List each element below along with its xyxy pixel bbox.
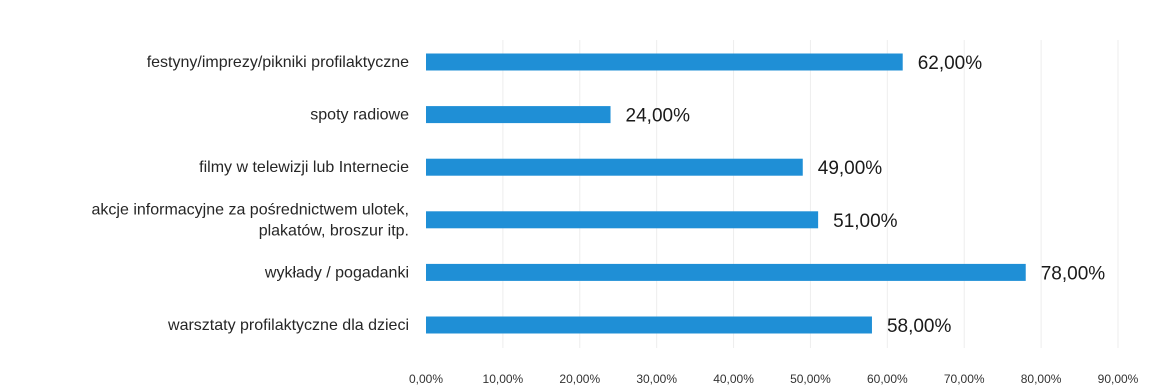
bar <box>426 106 611 124</box>
data-label: 51,00% <box>833 211 898 232</box>
bar <box>426 53 903 71</box>
x-tick-label: 0,00% <box>409 372 443 386</box>
gridlines <box>502 40 1119 348</box>
category-label: akcje informacyjne za pośrednictwem ulot… <box>92 201 409 218</box>
x-tick-label: 30,00% <box>636 372 677 386</box>
x-tick-label: 20,00% <box>559 372 600 386</box>
category-label: plakatów, broszur itp. <box>259 222 409 239</box>
x-tick-label: 50,00% <box>790 372 831 386</box>
data-label: 49,00% <box>818 158 883 179</box>
bar <box>426 263 1026 281</box>
bar <box>426 211 819 229</box>
data-label: 58,00% <box>887 316 952 337</box>
x-axis-tick-labels: 0,00% 10,00% 20,00% 30,00% 40,00% 50,00% 60,00… <box>409 372 1139 386</box>
data-labels: 62,00% 24,00% 49,00% 51,00% 78,00% 58,00% <box>626 53 1106 337</box>
category-label: spoty radiowe <box>310 107 409 124</box>
bar <box>426 316 872 334</box>
data-label: 62,00% <box>918 53 983 74</box>
category-label: wykłady / pogadanki <box>264 264 409 281</box>
x-tick-label: 40,00% <box>713 372 754 386</box>
category-label: festyny/imprezy/pikniki profilaktyczne <box>147 54 409 71</box>
bar <box>426 158 803 176</box>
data-label: 24,00% <box>626 106 691 127</box>
x-tick-label: 60,00% <box>867 372 908 386</box>
x-tick-label: 70,00% <box>944 372 985 386</box>
x-tick-label: 10,00% <box>483 372 524 386</box>
x-tick-label: 90,00% <box>1098 372 1139 386</box>
category-labels: festyny/imprezy/pikniki profilaktyczne sp… <box>92 54 410 334</box>
category-label: filmy w telewizji lub Internecie <box>199 159 409 176</box>
x-tick-label: 80,00% <box>1021 372 1062 386</box>
data-label: 78,00% <box>1041 263 1106 284</box>
bars <box>426 53 1026 334</box>
category-label: warsztaty profilaktyczne dla dzieci <box>167 317 409 334</box>
